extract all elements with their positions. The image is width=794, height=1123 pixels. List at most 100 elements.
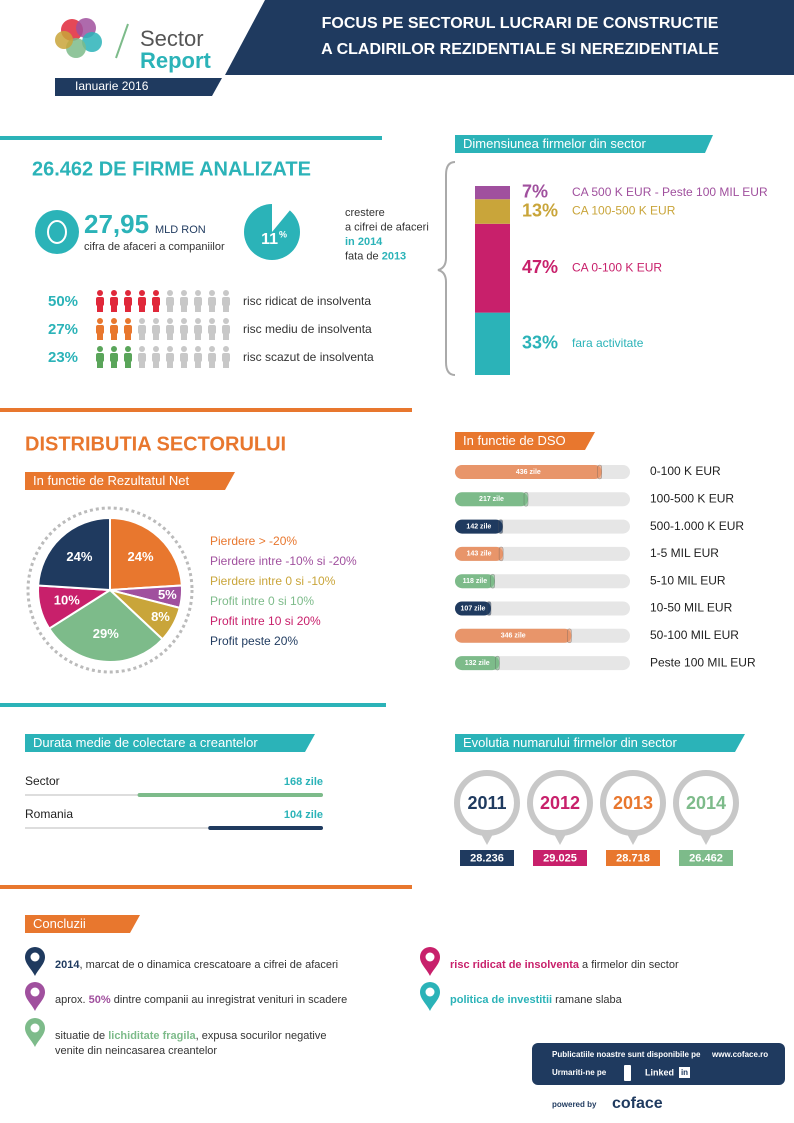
brace [437, 161, 456, 376]
person-body [194, 325, 202, 334]
person-body [124, 353, 132, 362]
person-body [96, 297, 104, 306]
rich-text: fata de 2013 [345, 250, 406, 262]
linkedin-icon[interactable] [679, 1067, 690, 1078]
slice-label: 29% [93, 626, 119, 641]
bar-cap [523, 492, 529, 507]
person-legs [125, 361, 131, 368]
legend-label: fara activitate [572, 336, 644, 350]
person-head [97, 346, 103, 352]
person-head [153, 346, 159, 352]
money-icon [35, 210, 79, 254]
money-icon [47, 220, 67, 244]
person-legs [223, 333, 229, 340]
label-box [455, 734, 745, 752]
bar-value: 168 zile [284, 776, 323, 788]
label-box [25, 734, 315, 752]
person-legs [153, 361, 159, 368]
section-title: DISTRIBUTIA SECTORULUI [25, 433, 286, 455]
count-box [460, 850, 514, 866]
bar [455, 574, 495, 589]
person-head [209, 318, 215, 324]
person-legs [139, 305, 145, 312]
text-part: a cifrei de afaceri [345, 221, 429, 233]
person-legs [209, 333, 215, 340]
bar [137, 793, 323, 797]
slice-label: 8% [151, 609, 170, 624]
text-part: 2014 [55, 959, 80, 971]
text-part: 50% [89, 994, 111, 1006]
label-box [455, 135, 713, 153]
risk-icons [96, 346, 230, 368]
person-legs [111, 305, 117, 312]
segment-label: 33% [522, 333, 558, 353]
legend-label: CA 0-100 K EUR [572, 260, 662, 274]
person-body [208, 297, 216, 306]
category-label: 500-1.000 K EUR [650, 519, 744, 533]
person-legs [139, 333, 145, 340]
footer-box [532, 1043, 785, 1085]
rich-text: situatie de lichiditate fragila, expusa … [55, 1030, 326, 1042]
legend-label: Pierdere intre 0 si -10% [210, 574, 336, 588]
person-legs [153, 305, 159, 312]
person-head [195, 290, 201, 296]
person-legs [209, 305, 215, 312]
bar-value: 346 zile [501, 633, 526, 640]
person-legs [139, 361, 145, 368]
person-legs [181, 333, 187, 340]
person-legs [195, 333, 201, 340]
bar-track [455, 574, 630, 589]
bar-value: 132 zile [465, 660, 490, 667]
box-title: Concluzii [33, 916, 86, 931]
bar-segment [475, 312, 510, 375]
person-head [167, 290, 173, 296]
bar [455, 628, 572, 643]
footer-link[interactable]: www.coface.ro [711, 1050, 768, 1059]
slice-label: 5% [158, 587, 177, 602]
person-body [96, 325, 104, 334]
year: 2011 [467, 793, 506, 813]
growth-unit: % [279, 229, 287, 239]
person-body [138, 297, 146, 306]
risk-label: 27% [48, 321, 78, 338]
brand: coface [612, 1095, 663, 1112]
year-pin [627, 834, 639, 845]
year: 2014 [686, 793, 726, 813]
person-legs [209, 361, 215, 368]
text-part: risc ridicat de insolventa [450, 959, 580, 971]
pin-hole [425, 987, 435, 997]
rich-text: aprox. 50% dintre companii au inregistra… [55, 994, 347, 1006]
linkedin-link[interactable]: Linked [645, 1067, 674, 1077]
person-legs [125, 305, 131, 312]
person-head [181, 318, 187, 324]
person-body [222, 325, 230, 334]
facebook-icon[interactable] [624, 1065, 631, 1081]
year-pin [554, 834, 566, 845]
person-head [139, 318, 145, 324]
bar-value: 142 zile [466, 523, 491, 530]
person-legs [97, 361, 103, 368]
bar [455, 519, 503, 534]
person-head [111, 318, 117, 324]
category-label: 10-50 MIL EUR [650, 601, 733, 615]
bar-track [25, 827, 323, 829]
person-body [110, 325, 118, 334]
text-part: dintre companii au inregistrat venituri … [111, 994, 348, 1006]
person-body [110, 297, 118, 306]
person-head [125, 318, 131, 324]
pie-slice [109, 516, 183, 592]
box-title: Evolutia numarului firmelor din sector [463, 735, 678, 750]
person-legs [167, 305, 173, 312]
bar-value: 436 zile [516, 469, 541, 476]
person-body [180, 325, 188, 334]
pin-hole [30, 987, 40, 997]
person-head [97, 290, 103, 296]
person-body [194, 297, 202, 306]
box-title: Durata medie de colectare a creantelor [33, 735, 258, 750]
person-head [195, 346, 201, 352]
person-body [180, 353, 188, 362]
text-part: , marcat de o dinamica crescatoare a cif… [79, 959, 338, 971]
risk-text: risc ridicat de insolventa [243, 294, 371, 308]
person-body [152, 297, 160, 306]
person-body [208, 353, 216, 362]
